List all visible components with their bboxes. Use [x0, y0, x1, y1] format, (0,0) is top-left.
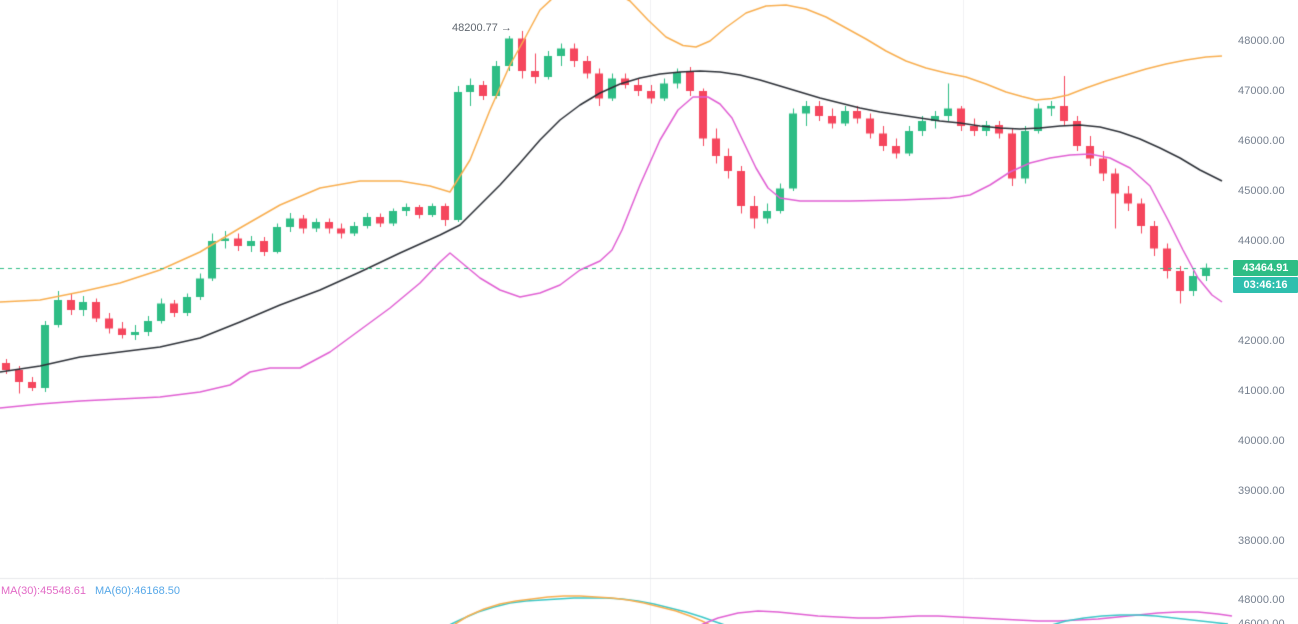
ma60-value-label: MA(60):46168.50: [95, 585, 180, 597]
last-price-tag: 43464.91: [1233, 259, 1298, 276]
swing-high-annotation: 48200.77 →: [452, 22, 512, 34]
ma30-value-label: MA(30):45548.61: [1, 585, 86, 597]
candle-countdown-tag: 03:46:16: [1233, 276, 1298, 293]
ma-indicator-legend: MA(30):45548.61 MA(60):46168.50: [1, 585, 189, 597]
